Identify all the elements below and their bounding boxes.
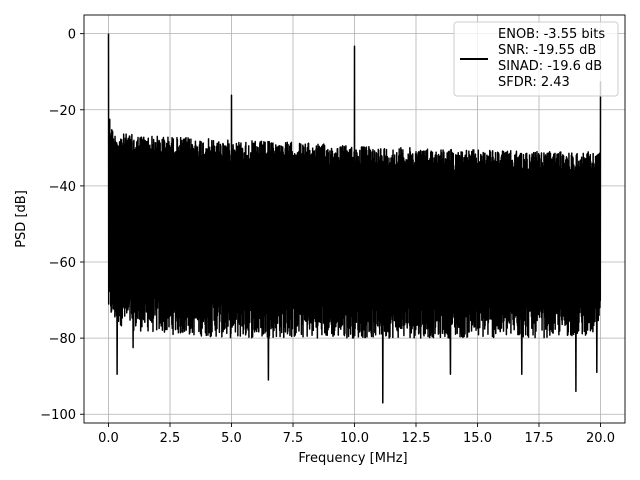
- y-axis-title: PSD [dB]: [14, 190, 29, 248]
- x-tick-label: 5.0: [221, 431, 242, 446]
- y-axis-ticks: 0 −20 −40 −60 −80 −100: [40, 28, 84, 423]
- x-tick-label: 17.5: [525, 431, 554, 446]
- plot-data-group: [107, 33, 602, 404]
- y-tick-label: −20: [49, 104, 76, 119]
- y-tick-label: 0: [68, 28, 76, 43]
- x-tick-label: 12.5: [402, 431, 431, 446]
- x-axis-title: Frequency [MHz]: [298, 451, 407, 466]
- legend-box: [453, 21, 619, 97]
- y-tick-label: −80: [49, 332, 76, 347]
- x-tick-label: 20.0: [586, 431, 615, 446]
- x-tick-label: 10.0: [340, 431, 369, 446]
- x-tick-label: 15.0: [463, 431, 492, 446]
- y-tick-label: −100: [40, 408, 76, 423]
- x-tick-label: 2.5: [160, 431, 181, 446]
- y-tick-label: −40: [49, 180, 76, 195]
- x-axis-ticks: 0.0 2.5 5.0 7.5 10.0 12.5 15.0 17.5 20.0: [98, 423, 615, 446]
- legend-label: ENOB: -3.55 bits SNR: -19.55 dB SINAD: -19…: [498, 27, 605, 90]
- y-tick-label: −60: [49, 256, 76, 271]
- legend: ENOB: -3.55 bits SNR: -19.55 dB SINAD: -19…: [453, 21, 619, 97]
- psd-series-line: [107, 33, 602, 404]
- x-tick-label: 0.0: [98, 431, 119, 446]
- x-tick-label: 7.5: [283, 431, 304, 446]
